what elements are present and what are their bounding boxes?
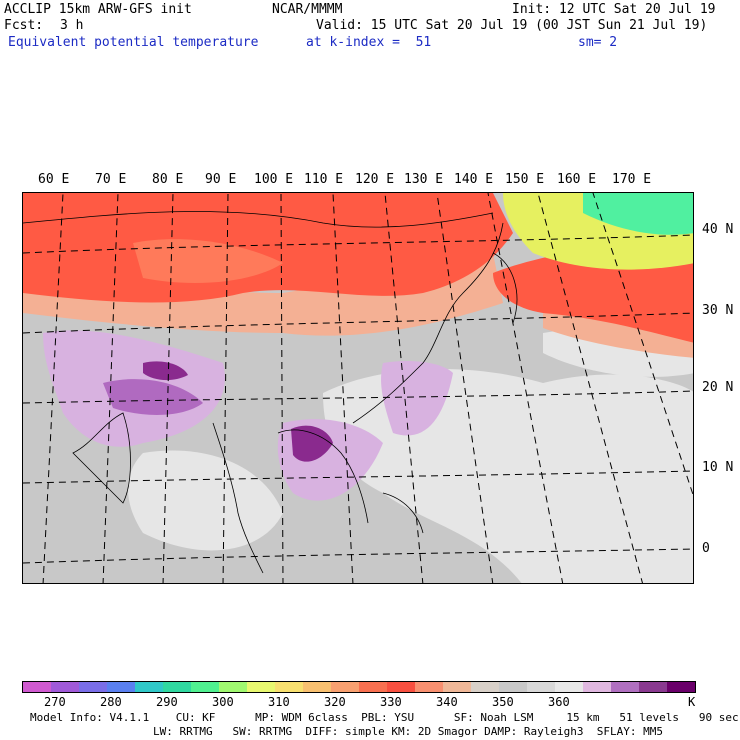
lat-label: 10 N	[702, 460, 734, 475]
colorbar-swatch	[303, 682, 331, 692]
indochina-coast	[212, 422, 264, 574]
lon-label: 100 E	[254, 172, 294, 187]
forecast-label: Fcst:	[4, 18, 44, 33]
colorbar-swatch	[499, 682, 527, 692]
forecast-hour: 3 h	[60, 18, 84, 33]
lon-label: 130 E	[404, 172, 444, 187]
colorbar-swatch	[611, 682, 639, 692]
colorbar-swatch	[219, 682, 247, 692]
colorbar-swatch	[23, 682, 51, 692]
max-field-region	[291, 425, 333, 462]
model-info-line-2: LW: RRTMG SW: RRTMG DIFF: simple KM: 2D …	[153, 725, 663, 738]
model-title: ACCLIP 15km ARW-GFS init	[4, 2, 192, 17]
cold-field-region	[583, 193, 693, 235]
colorbar-swatch	[583, 682, 611, 692]
parallel-line	[23, 470, 693, 484]
field-name: Equivalent potential temperature	[8, 35, 259, 50]
light-field-region	[128, 450, 283, 551]
colorbar-swatch	[79, 682, 107, 692]
japan-coast	[492, 252, 518, 324]
lon-label: 150 E	[505, 172, 545, 187]
colorbar-label: 320	[324, 695, 346, 709]
smoothing-info: sm= 2	[578, 35, 618, 50]
lon-label: 140 E	[454, 172, 494, 187]
lon-label: 90 E	[205, 172, 237, 187]
colorbar-label: 330	[380, 695, 402, 709]
colorbar-label: 290	[156, 695, 178, 709]
lat-label: 0	[702, 541, 710, 556]
northern-border	[23, 211, 494, 228]
meridian-line	[42, 193, 64, 583]
meridian-line	[592, 193, 693, 497]
colorbar-label: 340	[436, 695, 458, 709]
colorbar-swatch	[331, 682, 359, 692]
meridian-line	[384, 193, 424, 583]
colorbar-swatch	[359, 682, 387, 692]
colorbar-swatch	[415, 682, 443, 692]
parallel-line	[23, 548, 693, 564]
coastlines	[23, 211, 518, 574]
meridian-line	[222, 193, 229, 583]
meridian-line	[537, 193, 643, 583]
organization-label: NCAR/MMMM	[272, 2, 343, 17]
moist-field-region	[381, 361, 453, 436]
meridian-line	[162, 193, 174, 583]
meridian-line	[436, 193, 494, 583]
meridian-line	[280, 193, 284, 583]
india-coast	[72, 412, 131, 504]
max-field-region	[143, 361, 188, 381]
colorbar-label: 350	[492, 695, 514, 709]
colorbar-label: 310	[268, 695, 290, 709]
colorbar-label: 300	[212, 695, 234, 709]
lon-label: 170 E	[612, 172, 652, 187]
parallel-line	[23, 234, 693, 254]
warm-field-region	[23, 193, 513, 303]
lon-label: 60 E	[38, 172, 70, 187]
colorbar-swatch	[667, 682, 695, 692]
colorbar-swatch	[51, 682, 79, 692]
moist-field-region	[103, 379, 203, 415]
lon-label: 110 E	[304, 172, 344, 187]
lon-label: 120 E	[355, 172, 395, 187]
lon-label: 80 E	[152, 172, 184, 187]
lat-label: 40 N	[702, 222, 734, 237]
colorbar-swatch	[247, 682, 275, 692]
colorbar-swatch	[527, 682, 555, 692]
lat-label: 30 N	[702, 303, 734, 318]
colorbar-unit: K	[688, 695, 696, 709]
graticule	[23, 193, 693, 583]
china-coast	[352, 222, 504, 424]
colorbar-swatch	[471, 682, 499, 692]
parallel-line	[23, 390, 693, 404]
peach-field-region	[543, 313, 693, 358]
init-time: Init: 12 UTC Sat 20 Jul 19	[512, 2, 716, 17]
vietnam-coast	[277, 429, 369, 524]
meridian-line	[102, 193, 119, 583]
map-panel	[22, 192, 694, 584]
colorbar-swatch	[135, 682, 163, 692]
colorbar-label: 280	[100, 695, 122, 709]
lat-label: 20 N	[702, 380, 734, 395]
lon-label: 160 E	[557, 172, 597, 187]
colorbar-label: 270	[44, 695, 66, 709]
valid-time: Valid: 15 UTC Sat 20 Jul 19 (00 JST Sun …	[316, 18, 708, 33]
level-info: at k-index = 51	[306, 35, 432, 50]
colorbar-swatch	[555, 682, 583, 692]
meridian-line	[332, 193, 354, 583]
colorbar-swatch	[191, 682, 219, 692]
model-info-line-1: Model Info: V4.1.1 CU: KF MP: WDM 6class…	[30, 711, 739, 724]
colorbar-label: 360	[548, 695, 570, 709]
colorbar-swatch	[387, 682, 415, 692]
philippines-coast	[382, 492, 424, 534]
meridian-line	[487, 193, 564, 583]
colorbar	[22, 681, 696, 693]
lon-label: 70 E	[95, 172, 127, 187]
colorbar-swatch	[639, 682, 667, 692]
colorbar-swatch	[443, 682, 471, 692]
colorbar-swatch	[163, 682, 191, 692]
colorbar-swatch	[275, 682, 303, 692]
colorbar-swatch	[107, 682, 135, 692]
parallel-line	[23, 312, 693, 334]
equivalent-potential-temperature-map	[23, 193, 693, 583]
